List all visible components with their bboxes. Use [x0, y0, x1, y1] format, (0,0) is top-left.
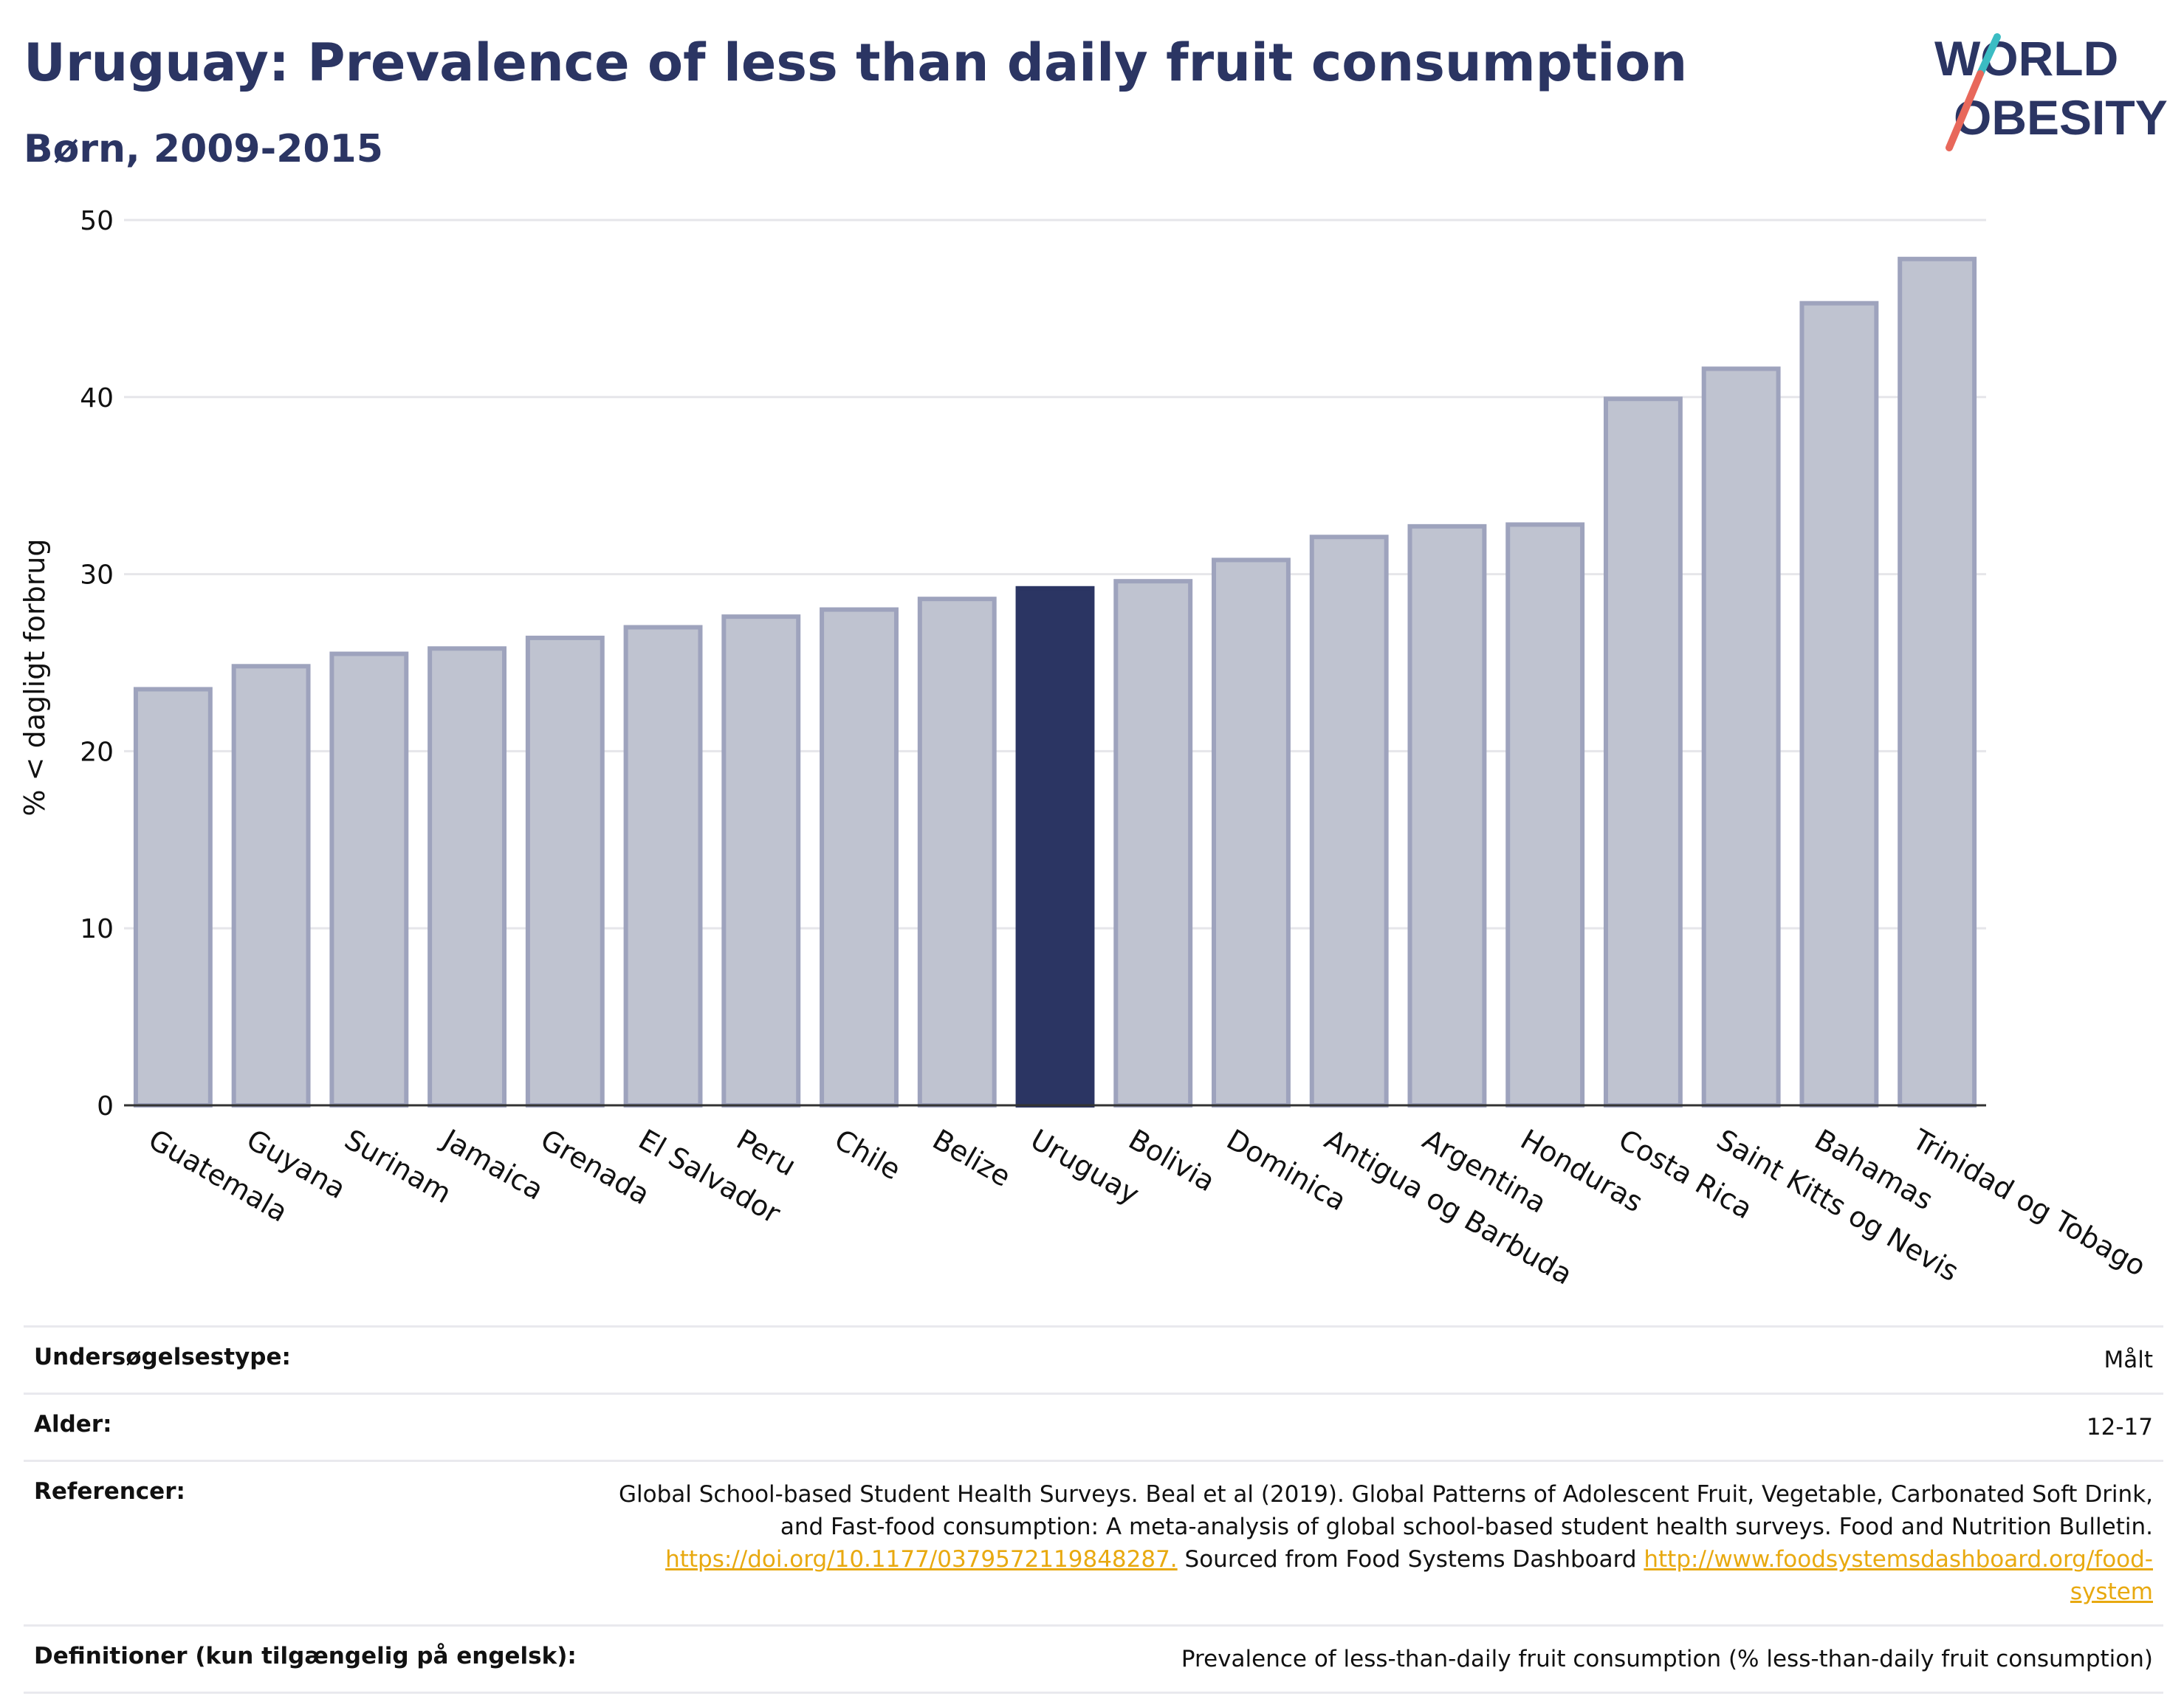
survey-type-row: Undersøgelsestype: Målt [24, 1325, 2163, 1393]
chart-bars [133, 256, 1977, 1108]
bar-chile [820, 607, 899, 1108]
x-tick-label: Uruguay [1026, 1123, 1145, 1211]
bar-saint-kitts-og-nevis [1701, 366, 1781, 1108]
y-tick-label: 0 [97, 1091, 114, 1122]
references-row: Referencer: Global School-based Student … [24, 1460, 2163, 1624]
bar-guyana [231, 664, 311, 1108]
bar-surinam [329, 651, 409, 1108]
y-tick-label: 40 [80, 383, 114, 413]
references-value: Global School-based Student Health Surve… [619, 1478, 2153, 1608]
world-obesity-logo: WORLD OBESITY [1934, 31, 2168, 151]
y-tick-label: 30 [80, 560, 114, 591]
age-value: 12-17 [2086, 1414, 2153, 1441]
svg-text:OBESITY: OBESITY [1954, 90, 2168, 145]
bar-dominica [1212, 557, 1291, 1108]
bar-costa-rica [1603, 396, 1683, 1108]
bar-jamaica [427, 646, 507, 1108]
bar-grenada [525, 635, 605, 1108]
references-label: Referencer: [34, 1478, 185, 1505]
definitions-value: Prevalence of less-than-daily fruit cons… [1181, 1646, 2153, 1672]
x-tick-label: Surinam [339, 1123, 457, 1209]
reference-text-2: and Fast-food consumption: A meta-analys… [780, 1514, 2153, 1540]
page-title: Uruguay: Prevalence of less than daily f… [24, 32, 1688, 93]
x-tick-label: Jamaica [436, 1122, 549, 1206]
bar-antigua-og-barbuda [1309, 535, 1389, 1108]
bar-chart: 0 10 20 30 40 50 GuatemalaGuyanaSurinamJamaic… [18, 206, 2152, 1291]
bar-el-salvador [623, 625, 703, 1108]
reference-text-1: Global School-based Student Health Surve… [619, 1481, 2153, 1508]
reference-text-3: Sourced from Food Systems Dashboard [1177, 1546, 1644, 1573]
svg-text:WORLD: WORLD [1934, 31, 2118, 86]
y-axis-ticks: 0 10 20 30 40 50 [80, 206, 114, 1122]
bar-trinidad-og-tobago [1898, 256, 1977, 1108]
bar-bolivia [1113, 579, 1193, 1108]
bar-peru [721, 614, 801, 1108]
bar-guatemala [133, 687, 213, 1108]
bar-uruguay [1015, 586, 1095, 1108]
y-axis-label: % < dagligt forbrug [18, 538, 51, 816]
doi-link[interactable]: https://doi.org/10.1177/0379572119848287… [665, 1546, 1178, 1573]
x-tick-label: Belize [927, 1123, 1017, 1193]
survey-type-label: Undersøgelsestype: [34, 1344, 291, 1370]
y-tick-label: 20 [80, 737, 114, 767]
x-tick-label: Peru [731, 1123, 801, 1182]
bar-bahamas [1799, 301, 1879, 1108]
page-subtitle: Børn, 2009-2015 [24, 127, 383, 171]
x-tick-label: Grenada [535, 1123, 656, 1211]
metadata-table: Undersøgelsestype: Målt Alder: 12-17 Ref… [24, 1325, 2163, 1694]
bar-argentina [1407, 523, 1487, 1108]
age-label: Alder: [34, 1411, 112, 1438]
x-tick-label: Chile [829, 1123, 906, 1187]
definitions-label: Definitioner (kun tilgængelig på engelsk… [34, 1643, 577, 1669]
bar-belize [917, 597, 997, 1108]
survey-type-value: Målt [2104, 1347, 2153, 1373]
age-row: Alder: 12-17 [24, 1393, 2163, 1460]
dashboard-link-continued[interactable]: system [2070, 1579, 2153, 1605]
y-tick-label: 10 [80, 914, 114, 944]
bar-honduras [1505, 522, 1585, 1108]
definitions-row: Definitioner (kun tilgængelig på engelsk… [24, 1624, 2163, 1694]
dashboard-link[interactable]: http://www.foodsystemsdashboard.org/food… [1644, 1546, 2153, 1573]
y-tick-label: 50 [80, 206, 114, 236]
